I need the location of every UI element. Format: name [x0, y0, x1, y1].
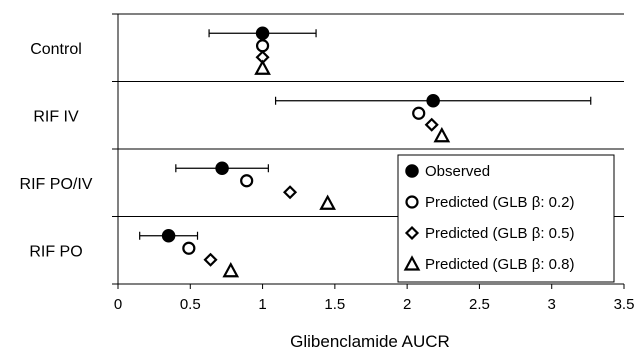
legend: Observed Predicted (GLB β: 0.2) Predicted … [397, 154, 615, 283]
category-label: RIF PO [29, 243, 82, 260]
x-tick-label: 3.5 [614, 296, 635, 313]
category-label: RIF PO/IV [20, 176, 93, 193]
data-point [433, 126, 451, 143]
data-point [222, 261, 240, 278]
legend-marker [405, 195, 419, 209]
data-point [424, 117, 439, 132]
legend-label: Observed [425, 163, 490, 180]
data-point [282, 185, 298, 200]
legend-label: Predicted (GLB β: 0.2) [425, 194, 575, 211]
data-point [215, 161, 229, 175]
x-tick-label: 2 [403, 296, 411, 313]
data-point [161, 229, 176, 243]
category-labels: Control RIF IV RIF PO/IV RIF PO [20, 41, 93, 261]
legend-label: Predicted (GLB β: 0.5) [425, 225, 575, 242]
data-point [426, 94, 440, 108]
x-tick-labels: 0 0.5 1 1.5 2 2.5 3 3.5 [114, 296, 635, 313]
data-point [255, 26, 270, 40]
x-axis-title: Glibenclamide AUCR [290, 332, 450, 351]
x-tick-label: 3 [548, 296, 556, 313]
data-point [254, 59, 271, 75]
data-marks [139, 26, 592, 278]
data-point [203, 252, 218, 267]
data-point [319, 194, 336, 210]
legend-box [397, 154, 615, 283]
x-tick-label: 1 [258, 296, 266, 313]
x-tick-label: 1.5 [324, 296, 345, 313]
data-point [182, 241, 196, 255]
x-tick-label: 0.5 [180, 296, 201, 313]
category-label: RIF IV [33, 108, 79, 125]
data-point [240, 174, 254, 188]
legend-marker [405, 164, 419, 178]
legend-marker [403, 255, 421, 271]
category-label: Control [30, 41, 82, 58]
data-point [255, 39, 270, 53]
data-point [412, 106, 426, 120]
legend-marker [404, 225, 420, 241]
axis-layer [112, 13, 625, 289]
x-tick-label: 0 [114, 296, 122, 313]
x-tick-label: 2.5 [469, 296, 490, 313]
legend-label: Predicted (GLB β: 0.8) [425, 256, 575, 273]
